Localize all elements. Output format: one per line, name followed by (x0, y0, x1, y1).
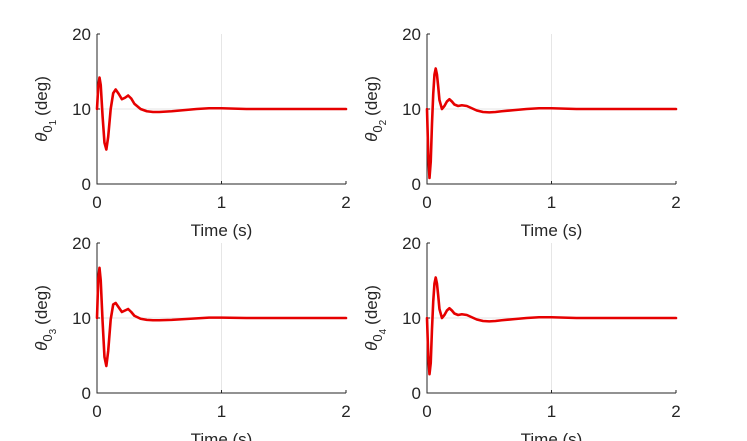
y-tick-label: 20 (72, 25, 91, 44)
x-tick-label: 1 (217, 193, 226, 212)
series-line-1 (425, 67, 678, 180)
y-label-unit: (deg) (362, 285, 381, 325)
x-tick-label: 0 (92, 402, 101, 421)
y-label-subscript: 0 (40, 334, 55, 341)
y-label-subscript: 0 (40, 125, 55, 132)
y-label-subsubscript: 4 (378, 328, 389, 334)
x-tick-label: 1 (217, 402, 226, 421)
y-tick-label: 0 (412, 384, 421, 403)
y-label-subsubscript: 3 (48, 328, 59, 334)
y-label-symbol: θ (32, 132, 51, 142)
x-axis-label: Time (s) (191, 430, 253, 441)
series-line-1 (95, 76, 348, 151)
y-tick-label: 20 (402, 234, 421, 253)
y-label-subscript: 0 (370, 334, 385, 341)
y-label-subscript: 0 (370, 125, 385, 132)
x-axis-label: Time (s) (521, 430, 583, 441)
x-tick-label: 2 (341, 193, 350, 212)
x-tick-label: 2 (671, 193, 680, 212)
x-tick-label: 0 (422, 402, 431, 421)
x-tick-label: 0 (92, 193, 101, 212)
x-axis-label: Time (s) (191, 221, 253, 240)
x-tick-label: 0 (422, 193, 431, 212)
series-line-1 (95, 266, 348, 368)
y-tick-label: 0 (82, 175, 91, 194)
y-tick-label: 20 (402, 25, 421, 44)
x-tick-label: 2 (671, 402, 680, 421)
y-tick-label: 20 (72, 234, 91, 253)
y-label-symbol: θ (362, 132, 381, 142)
y-label-subsubscript: 2 (378, 119, 389, 125)
y-axis-label: θ04 (deg) (362, 285, 389, 351)
y-label-unit: (deg) (32, 76, 51, 116)
x-tick-label: 1 (547, 193, 556, 212)
y-tick-label: 0 (82, 384, 91, 403)
y-tick-label: 0 (412, 175, 421, 194)
y-tick-label: 10 (402, 309, 421, 328)
y-axis-label: θ03 (deg) (32, 285, 59, 351)
y-tick-label: 10 (72, 309, 91, 328)
x-axis-label: Time (s) (521, 221, 583, 240)
y-label-subsubscript: 1 (48, 119, 59, 125)
y-label-unit: (deg) (362, 76, 381, 116)
y-axis-label: θ02 (deg) (362, 76, 389, 142)
x-tick-label: 2 (341, 402, 350, 421)
y-label-symbol: θ (32, 341, 51, 351)
y-tick-label: 10 (402, 100, 421, 119)
y-label-unit: (deg) (32, 285, 51, 325)
y-axis-label: θ01 (deg) (32, 76, 59, 142)
series-line-1 (425, 276, 678, 376)
y-tick-label: 10 (72, 100, 91, 119)
x-tick-label: 1 (547, 402, 556, 421)
y-label-symbol: θ (362, 341, 381, 351)
